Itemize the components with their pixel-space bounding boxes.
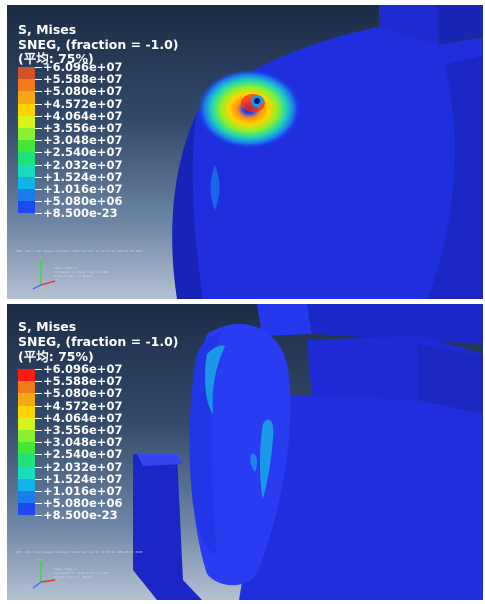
- step-line: Primary Var: S, Mises: [54, 575, 92, 579]
- legend-swatch: [18, 466, 35, 479]
- axis-label-x: X: [56, 577, 58, 581]
- axis-label-z: Z: [29, 287, 31, 291]
- legend-swatch: [18, 405, 35, 418]
- legend-value: +1.524e+07: [43, 170, 123, 184]
- axis-label-z: Z: [29, 586, 31, 590]
- legend-swatch: [18, 103, 35, 116]
- triad-icon: [32, 561, 56, 589]
- legend-value: +8.500e-23: [43, 508, 118, 522]
- legend-value: +2.540e+07: [43, 447, 123, 461]
- viewport-bottom[interactable]: S, Mises SNEG, (fraction = -1.0) (平均: 75…: [7, 304, 483, 600]
- legend-value: +5.588e+07: [43, 374, 123, 388]
- legend-value: +5.080e+06: [43, 194, 123, 208]
- legend-value: +1.016e+07: [43, 182, 123, 196]
- legend-swatch: [18, 503, 35, 516]
- axis-label-x: X: [56, 278, 58, 282]
- odb-info-line: ODB: Job-1.odb Abaqus/Standard 2019 Sun …: [16, 249, 143, 253]
- legend-swatch: [18, 176, 35, 189]
- contour-variable-title: S, Mises: [18, 22, 77, 37]
- averaging-threshold-label: (平均: 75%): [18, 349, 94, 364]
- legend-value: +1.016e+07: [43, 484, 123, 498]
- legend-value: +6.096e+07: [43, 362, 123, 376]
- step-line: Primary Var: S, Mises: [54, 274, 92, 278]
- averaging-threshold-label: (平均: 75%): [18, 51, 94, 66]
- legend-value: +8.500e-23: [43, 206, 118, 220]
- legend-value: +3.556e+07: [43, 121, 123, 135]
- legend-value: +3.048e+07: [43, 435, 123, 449]
- legend-swatch: [18, 454, 35, 467]
- legend-value: +6.096e+07: [43, 60, 123, 74]
- legend-value: +4.572e+07: [43, 399, 123, 413]
- legend-swatch: [18, 79, 35, 92]
- axis-triad: Y X Z Step: Step-1 Increment 1: Step Tim…: [29, 558, 108, 592]
- step-line: Increment 1: Step Time = 1.000: [54, 270, 109, 274]
- legend-swatch: [18, 430, 35, 443]
- legend-swatch: [18, 417, 35, 430]
- legend-value: +2.032e+07: [43, 460, 123, 474]
- legend-swatch: [18, 381, 35, 394]
- legend-value: +5.588e+07: [43, 72, 123, 86]
- legend-swatch: [18, 442, 35, 455]
- step-line: Step: Step-1: [54, 567, 76, 571]
- legend-value: +5.080e+06: [43, 496, 123, 510]
- legend-swatch: [18, 67, 35, 80]
- legend-value: +3.556e+07: [43, 423, 123, 437]
- section-point-label: SNEG, (fraction = -1.0): [18, 37, 179, 52]
- legend-swatch: [18, 478, 35, 491]
- legend-value: +3.048e+07: [43, 133, 123, 147]
- fe-model-bottom[interactable]: [7, 304, 483, 600]
- legend-swatch: [18, 164, 35, 177]
- legend-value: +4.572e+07: [43, 97, 123, 111]
- fe-model-top[interactable]: [7, 5, 483, 299]
- section-point-label: SNEG, (fraction = -1.0): [18, 334, 179, 349]
- legend-value: +2.540e+07: [43, 145, 123, 159]
- viewport-top[interactable]: S, Mises SNEG, (fraction = -1.0) (平均: 75…: [7, 5, 483, 299]
- legend-swatch: [18, 91, 35, 104]
- legend-swatch: [18, 140, 35, 153]
- step-line: Step: Step-1: [54, 266, 76, 270]
- legend-value: +5.080e+07: [43, 386, 123, 400]
- axis-triad: Y X Z Step: Step-1 Increment 1: Step Tim…: [29, 257, 108, 291]
- step-line: Increment 1: Step Time = 1.000: [54, 571, 109, 575]
- legend-value: +2.032e+07: [43, 158, 123, 172]
- legend-swatch: [18, 115, 35, 128]
- odb-info-line: ODB: Job-1.odb Abaqus/Standard 2019 Sun …: [16, 550, 143, 554]
- axis-label-y: Y: [39, 558, 41, 562]
- legend-value: +1.524e+07: [43, 472, 123, 486]
- legend-value: +4.064e+07: [43, 109, 123, 123]
- legend-swatch: [18, 491, 35, 504]
- legend-swatch: [18, 201, 35, 214]
- legend-swatch: [18, 393, 35, 406]
- legend-value: +4.064e+07: [43, 411, 123, 425]
- legend-swatch: [18, 128, 35, 141]
- legend-swatch: [18, 369, 35, 382]
- legend-swatch: [18, 189, 35, 202]
- contour-variable-title: S, Mises: [18, 319, 77, 334]
- axis-label-y: Y: [39, 257, 41, 261]
- legend-swatch: [18, 152, 35, 165]
- triad-icon: [32, 260, 56, 290]
- legend-value: +5.080e+07: [43, 84, 123, 98]
